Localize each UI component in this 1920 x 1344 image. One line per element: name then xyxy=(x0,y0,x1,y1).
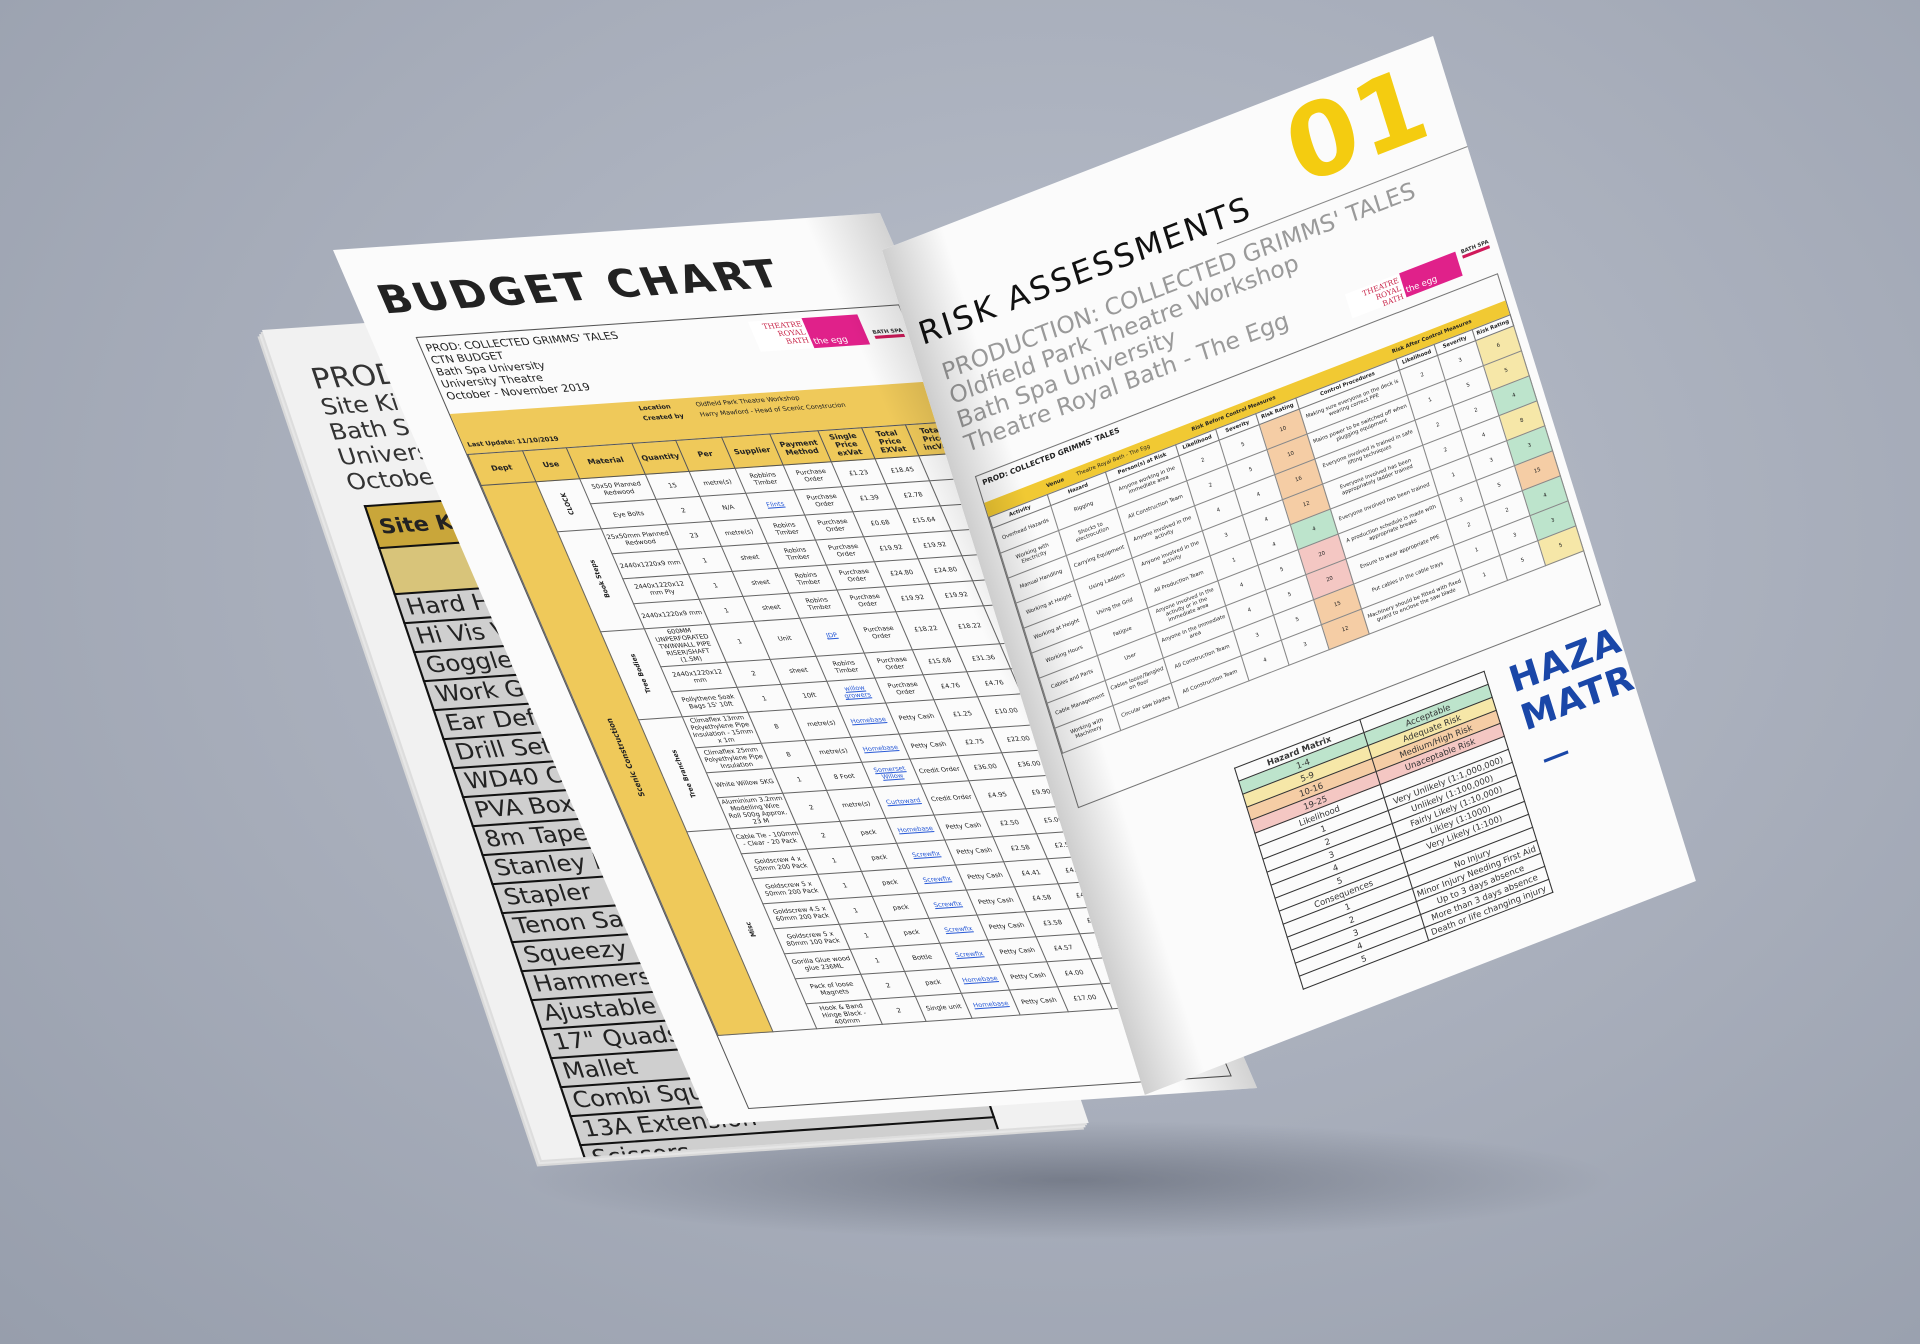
last-update: Last Update: 11/10/2019 xyxy=(466,435,561,449)
page-title: BUDGET CHART xyxy=(369,251,790,323)
heading-dash xyxy=(1543,750,1569,763)
use-label: Book Steps xyxy=(588,559,613,599)
production-info: PROD: COLLECTED GRIMMS' TALES CTN BUDGET B… xyxy=(424,331,642,404)
section-number: 01 xyxy=(1272,44,1441,209)
material-cell: Hook & Band Hinge Black - 400mm xyxy=(805,999,883,1029)
use-label: Misc xyxy=(744,921,759,938)
use-label: Tree Branches xyxy=(669,749,699,798)
dept-label: Scenic Construction xyxy=(604,718,648,798)
use-label: Tree Bodies xyxy=(628,653,654,694)
use-label: CLOCK xyxy=(559,492,577,516)
bath-spa-logo: BATH SPA xyxy=(1460,239,1491,259)
